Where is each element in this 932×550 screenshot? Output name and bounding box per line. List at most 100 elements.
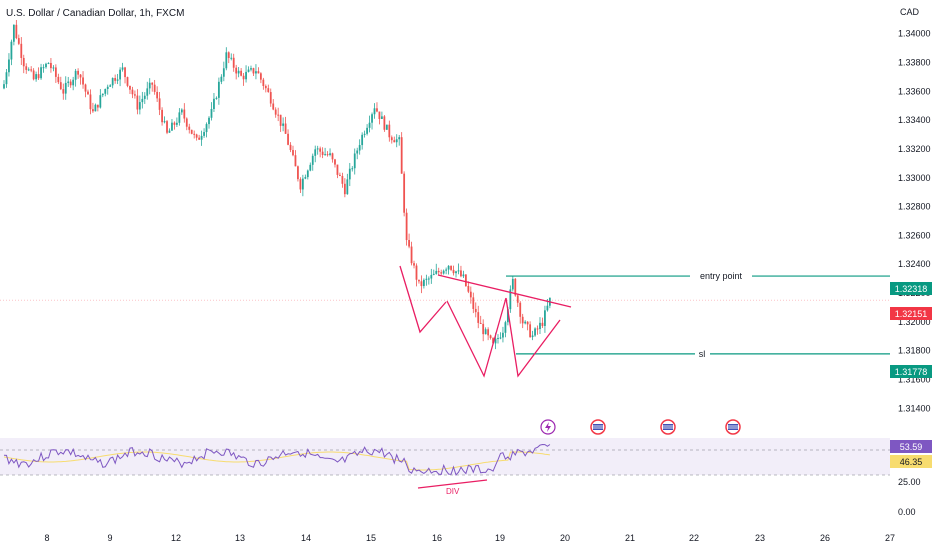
neckline-trendline [437,274,572,308]
candle-body [104,88,107,94]
candle-body [400,137,403,174]
candle-body [351,168,354,170]
price-axis-tick: 1.33800 [898,57,931,67]
price-pane[interactable]: entry point sl [0,19,890,378]
candle-body [12,24,15,42]
price-axis-tick: 1.32600 [898,230,931,240]
sl-price-tag [890,365,932,378]
candle-body [245,71,247,80]
chart-title: U.S. Dollar / Canadian Dollar, 1h, FXCM [6,8,185,19]
candle-body [445,269,448,271]
time-axis-tick: 22 [689,533,699,543]
candle-body [455,271,457,274]
candle-body [77,70,79,75]
us-flag-icon[interactable] [725,419,741,435]
rsi-pane[interactable]: DIV 53.59 46.35 25.00 0.00 [0,438,932,517]
candle-body [109,85,112,87]
candle-body [514,278,517,296]
candle-body [200,135,203,140]
candle-body [217,81,220,98]
time-axis-tick: 14 [301,533,311,543]
time-axis-tick: 16 [432,533,442,543]
candle-body [425,278,428,280]
candle-body [52,67,55,69]
candle-body [482,323,485,335]
candle-body [59,82,62,90]
us-flag-icon[interactable] [590,419,606,435]
candle-body [494,338,497,344]
candle-body [89,94,92,110]
candle-body [316,148,319,150]
candle-body [427,278,430,280]
candle-body [509,289,512,310]
candle-body [205,124,208,133]
candle-body [99,95,102,108]
candle-body [450,265,452,270]
candle-body [311,155,314,165]
candle-body [388,124,391,138]
candle-body [410,246,413,264]
candle-body [371,114,373,123]
price-axis[interactable]: 1.34000 1.33800 1.33600 1.33400 1.33200 1.330… [898,29,931,414]
candle-body [324,154,326,156]
price-axis-tick: 1.33000 [898,173,931,183]
candle-body [173,122,176,125]
candle-body [87,91,89,95]
candle-body [235,67,238,74]
candle-body [531,335,534,338]
price-axis-tick: 1.32400 [898,259,931,269]
time-axis-tick: 12 [171,533,181,543]
rsi-axis-label-0: 0.00 [898,507,916,517]
candle-body [487,329,490,336]
candle-body [220,76,223,82]
candle-body [289,144,292,151]
event-icons[interactable] [540,419,741,435]
time-axis-tick: 20 [560,533,570,543]
candle-body [321,151,324,156]
us-flag-icon[interactable] [660,419,676,435]
candle-body [230,57,233,59]
rsi-line [3,443,551,476]
price-axis-tick: 1.32800 [898,202,931,212]
candle-body [50,62,52,69]
last-price-tag-text: 1.32151 [895,309,928,319]
time-axis[interactable]: 8 9 12 13 14 15 16 19 20 21 22 23 26 27 [44,533,895,543]
candle-body [415,265,418,280]
candle-body [390,137,393,141]
candle-body [460,270,462,277]
candle-body [250,68,252,70]
candle-body [423,279,425,287]
lightning-icon[interactable] [540,419,556,435]
last-price-tag [890,307,932,320]
candle-body [297,166,299,180]
candle-body [116,79,119,81]
candle-body [536,328,539,330]
candle-body [336,164,339,175]
time-axis-tick: 19 [495,533,505,543]
candle-body [114,78,117,81]
candle-body [430,274,433,279]
price-axis-tick: 1.34000 [898,29,931,39]
candle-body [398,137,401,140]
candle-body [84,84,87,92]
rsi-ma-tag [890,455,932,468]
time-axis-tick: 9 [107,533,112,543]
candle-body [67,81,70,83]
candle-body [484,329,487,335]
candle-body [190,129,193,134]
rsi-value-tag [890,440,932,453]
candle-body [101,93,104,96]
time-axis-tick: 13 [235,533,245,543]
candle-body [373,108,376,115]
candle-body [502,332,504,338]
candle-body [195,134,198,138]
rsi-ma-tag-text: 46.35 [900,457,923,467]
candle-body [346,179,349,195]
candle-body [334,159,336,165]
candle-body [57,76,60,83]
pattern-drawings[interactable] [399,265,572,378]
candle-body [119,69,121,80]
divergence-label: DIV [446,487,460,496]
candle-body [499,337,502,339]
